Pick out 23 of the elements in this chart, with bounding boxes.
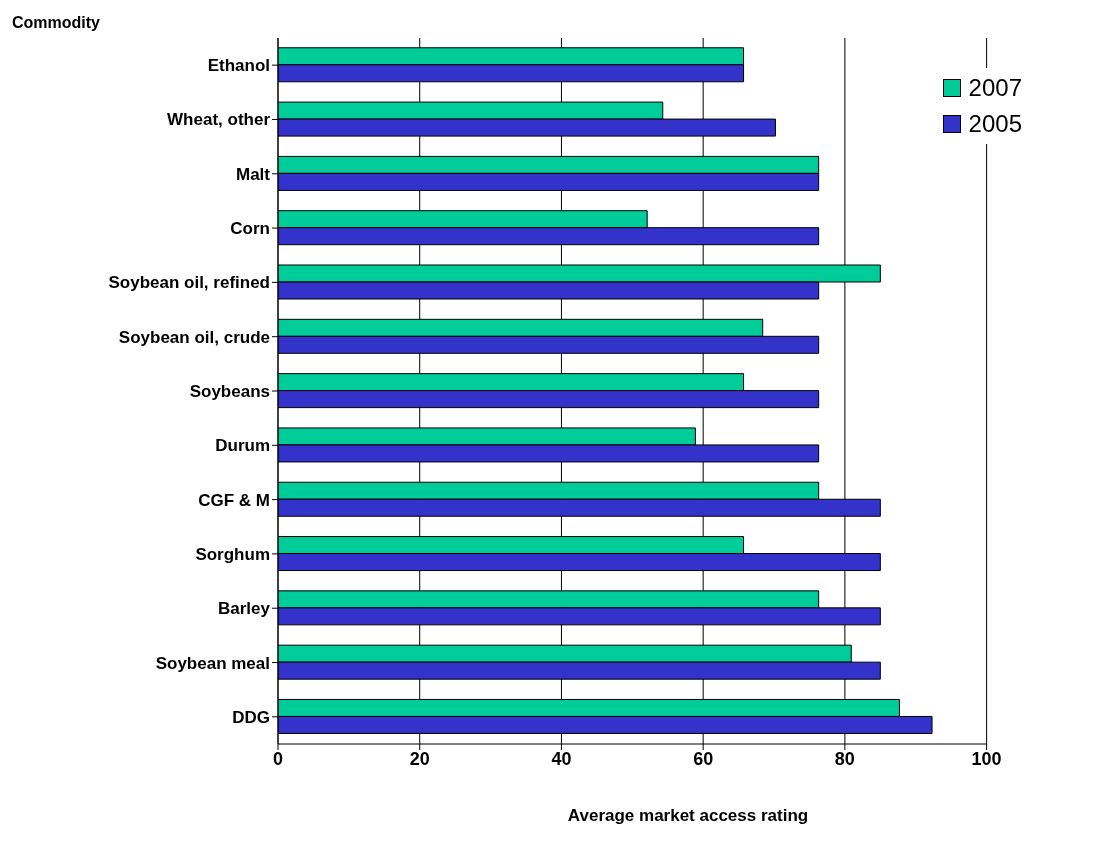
y-tick-label: Soybean oil, crude [118, 327, 270, 347]
y-tick-label: Malt [236, 164, 271, 184]
x-tick-label: 20 [409, 748, 430, 769]
y-tick-label: Sorghum [195, 544, 270, 564]
y-tick-label: Durum [215, 436, 270, 456]
y-tick-label: Soybean oil, refined [108, 273, 270, 293]
y-tick-label: DDG [232, 707, 270, 727]
x-tick-label: 40 [551, 748, 572, 769]
legend-label: 2007 [968, 73, 1022, 103]
x-axis-title: Average market access rating [566, 806, 810, 826]
y-tick-label: Corn [230, 219, 270, 239]
y-tick-label: Barley [218, 599, 271, 619]
y-tick-label: CGF & M [198, 490, 270, 510]
y-tick-label: Ethanol [207, 56, 270, 76]
x-tick-label: 0 [272, 748, 284, 769]
y-tick-label: Wheat, other [167, 110, 271, 130]
x-tick-label: 60 [693, 748, 714, 769]
y-axis-title: Commodity [12, 14, 100, 32]
y-tick-label: Soybean meal [155, 653, 270, 673]
x-tick-label: 100 [971, 748, 1002, 769]
x-tick-label: 80 [834, 748, 855, 769]
y-tick-label: Soybeans [189, 382, 270, 402]
legend-label: 2005 [968, 109, 1022, 139]
